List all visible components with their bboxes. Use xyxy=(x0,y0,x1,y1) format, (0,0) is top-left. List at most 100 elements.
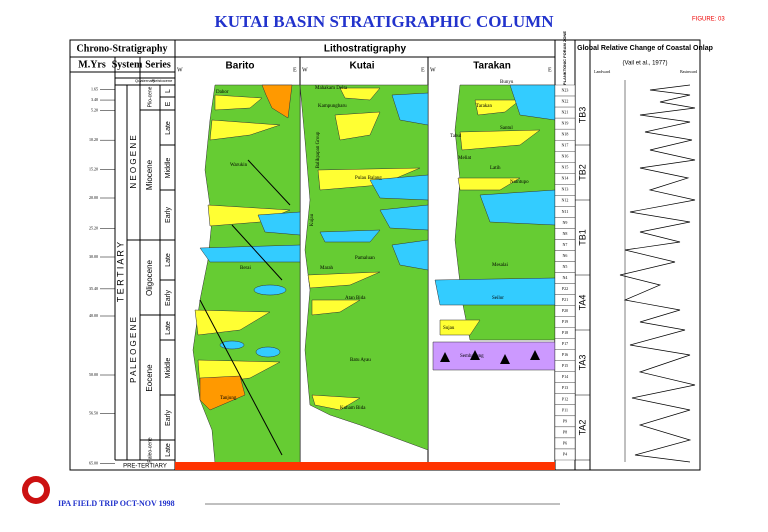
arrow xyxy=(231,224,283,281)
barito-column: Dahor Warukin Berai Tanjung xyxy=(192,84,301,464)
pre-tertiary: PRE-TERTIARY xyxy=(123,464,167,470)
zone-label: N6 xyxy=(563,253,568,258)
formation: Santul xyxy=(500,126,513,131)
zone-label: P4 xyxy=(563,451,567,456)
orange-unit xyxy=(199,375,246,411)
epochs: Plio-cene Miocene Oligocene Eocene Paleo… xyxy=(145,86,154,462)
quaternary: Quaternary xyxy=(135,78,155,83)
formation: Tabul xyxy=(450,134,462,139)
zone-label: P16 xyxy=(562,352,568,357)
sand xyxy=(439,319,481,336)
zone-label: P18 xyxy=(562,330,568,335)
east: E xyxy=(548,67,552,73)
direction-labels: W E W E W E xyxy=(177,67,552,73)
zone-label: N5 xyxy=(563,264,568,269)
age-label: 56.50 xyxy=(89,410,98,415)
age-label: 20.00 xyxy=(89,195,98,200)
epoch: Paleo-cene xyxy=(147,437,153,463)
column-heading: M.Yrs xyxy=(78,59,106,70)
onlap-title: Global Relative Change of Coastal Onlap xyxy=(577,45,713,52)
subepoch: Middle xyxy=(165,158,172,179)
zone-label: P9 xyxy=(563,418,567,423)
zone-label: P14 xyxy=(562,374,568,379)
sand xyxy=(311,394,361,411)
sequence-label: TA2 xyxy=(577,420,587,436)
sand xyxy=(334,111,381,141)
epoch: Eocene xyxy=(145,364,154,392)
carbonate xyxy=(479,189,556,226)
carbonate xyxy=(255,346,281,358)
age-label: 10.20 xyxy=(89,137,98,142)
title: KUTAI BASIN STRATIGRAPHIC COLUMN xyxy=(215,12,555,31)
zone-label: N14 xyxy=(562,176,569,181)
column-heading: Series xyxy=(145,59,171,70)
age-label: 40.00 xyxy=(89,313,98,318)
volcanic-symbols xyxy=(440,350,540,364)
age-label: 65.00 xyxy=(89,460,98,465)
formation: Kuham Bida xyxy=(340,406,366,411)
footer-text: IPA FIELD TRIP OCT-NOV 1998 xyxy=(58,499,175,508)
carbonate xyxy=(319,229,381,243)
west: W xyxy=(430,67,436,73)
zone-label: P22 xyxy=(562,286,568,291)
east: E xyxy=(293,67,297,73)
arrow xyxy=(199,299,283,456)
subepoch: Middle xyxy=(165,358,172,379)
column-heading: System xyxy=(112,59,143,70)
zone-label: P20 xyxy=(562,308,568,313)
formation: Latih xyxy=(490,166,501,171)
zone-label: P17 xyxy=(562,341,568,346)
subepoch: Early xyxy=(165,290,172,306)
formation: Pulau Balang xyxy=(355,176,382,181)
zone-label: N22 xyxy=(562,98,569,103)
west: W xyxy=(302,67,308,73)
formation: Seilor xyxy=(492,296,504,301)
zone-label: N8 xyxy=(563,231,568,236)
carbonate xyxy=(369,174,429,201)
carbonate xyxy=(219,340,245,350)
sequence-label: TB3 xyxy=(577,107,587,124)
age-label: 15.20 xyxy=(89,167,98,172)
zone-label: N15 xyxy=(562,165,569,170)
zone-label: N7 xyxy=(563,242,568,247)
figure-number: FIGURE: 03 xyxy=(692,17,725,23)
age-label: 1.65 xyxy=(91,87,98,92)
carbonate xyxy=(379,204,429,231)
formation: Sembakung xyxy=(460,354,484,359)
carbonate xyxy=(391,92,429,126)
arrow xyxy=(247,159,291,206)
sequence-label: TB2 xyxy=(577,164,587,181)
basement xyxy=(175,462,555,470)
sand xyxy=(307,271,381,289)
onlap-source: (Vail et al., 1977) xyxy=(623,61,668,67)
sand xyxy=(209,119,281,141)
age-label: 35.40 xyxy=(89,286,98,291)
litho-heading: Lithostratigraphy xyxy=(324,44,407,55)
zone-label: N23 xyxy=(562,87,569,92)
zone-label: N9 xyxy=(563,220,568,225)
paleogene: P A L E O G E N E xyxy=(129,317,138,383)
sand xyxy=(214,94,263,111)
sand xyxy=(474,99,521,116)
zone-label: N13 xyxy=(562,187,569,192)
subepoch: Late xyxy=(165,253,172,267)
formation: Bunyu xyxy=(500,80,514,85)
sequences: TB3 TB2 TB1 TA4 TA3 TA2 xyxy=(575,107,590,461)
logo-inner xyxy=(28,482,44,498)
onlap-curve xyxy=(619,84,696,463)
zone-label: P12 xyxy=(562,396,568,401)
zone-label: P13 xyxy=(562,385,568,390)
neogene: N E O G E N E xyxy=(129,135,138,188)
subepochs: E L Late Middle Early Late Early Late Mi… xyxy=(165,89,172,457)
zone-label: P15 xyxy=(562,363,568,368)
subepoch: Late xyxy=(165,121,172,135)
epoch: Miocene xyxy=(145,159,154,190)
basin-name: Tarakan xyxy=(473,61,511,72)
subepoch-rules xyxy=(160,96,175,396)
formation: Meliat xyxy=(458,156,472,161)
epoch: Oligocene xyxy=(145,259,154,296)
age-label: 5.20 xyxy=(91,108,98,113)
formation: Mesalai xyxy=(492,263,508,268)
subepoch: Late xyxy=(165,321,172,335)
